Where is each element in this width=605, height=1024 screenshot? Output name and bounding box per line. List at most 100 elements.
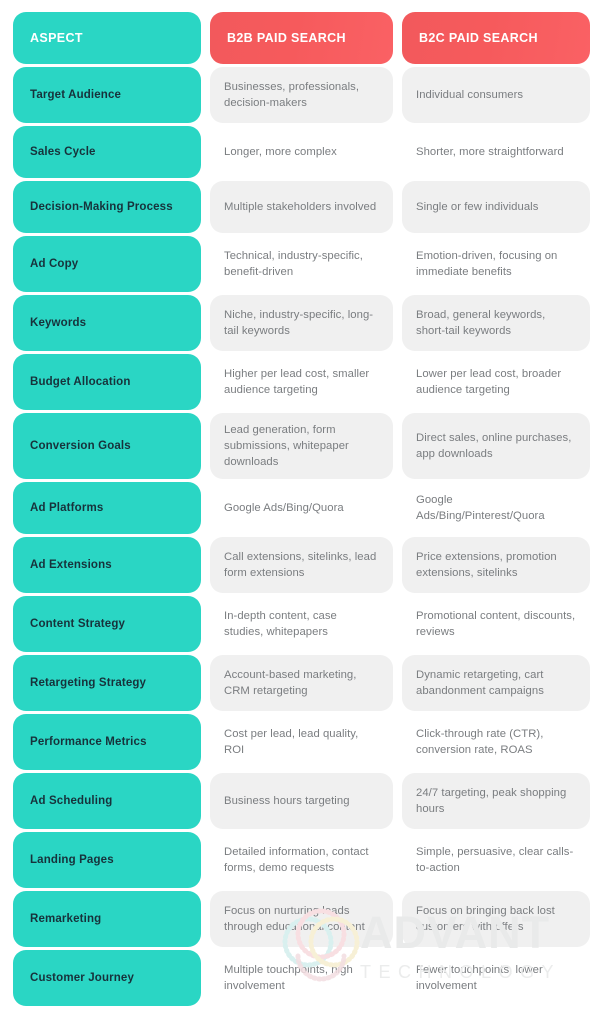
table-row: Sales Cycle Longer, more complex Shorter… [13, 126, 592, 178]
row-b2b-label: Detailed information, contact forms, dem… [224, 846, 369, 874]
table-row: Performance Metrics Cost per lead, lead … [13, 714, 592, 770]
row-b2c-cell: Promotional content, discounts, reviews [402, 596, 590, 652]
row-b2c-cell: Fewer touchpoints, lower involvement [402, 950, 590, 1006]
row-aspect-cell: Customer Journey [13, 950, 201, 1006]
row-b2b-cell: In-depth content, case studies, whitepap… [210, 596, 393, 652]
table-row: Retargeting Strategy Account-based marke… [13, 655, 592, 711]
row-b2b-label: Call extensions, sitelinks, lead form ex… [224, 551, 377, 579]
row-b2c-label: Lower per lead cost, broader audience ta… [416, 368, 562, 396]
row-aspect-label: Target Audience [30, 88, 122, 101]
row-aspect-cell: Ad Extensions [13, 537, 201, 593]
row-b2b-label: Longer, more complex [224, 146, 337, 158]
row-aspect-cell: Sales Cycle [13, 126, 201, 178]
row-b2b-cell: Account-based marketing, CRM retargeting [210, 655, 393, 711]
row-b2b-label: Higher per lead cost, smaller audience t… [224, 368, 370, 396]
row-b2b-cell: Multiple touchpoints, high involvement [210, 950, 393, 1006]
row-aspect-label: Ad Platforms [30, 501, 104, 514]
row-b2c-cell: 24/7 targeting, peak shopping hours [402, 773, 590, 829]
row-aspect-cell: Keywords [13, 295, 201, 351]
table-header-row: ASPECT B2B PAID SEARCH B2C PAID SEARCH [13, 12, 592, 64]
row-aspect-cell: Ad Copy [13, 236, 201, 292]
row-b2b-cell: Business hours targeting [210, 773, 393, 829]
row-b2c-label: Shorter, more straightforward [416, 146, 564, 158]
row-b2c-cell: Simple, persuasive, clear calls-to-actio… [402, 832, 590, 888]
row-b2c-cell: Focus on bringing back lost customers wi… [402, 891, 590, 947]
row-b2b-cell: Cost per lead, lead quality, ROI [210, 714, 393, 770]
row-aspect-cell: Landing Pages [13, 832, 201, 888]
table-row: Budget Allocation Higher per lead cost, … [13, 354, 592, 410]
row-aspect-label: Remarketing [30, 912, 102, 925]
table-row: Ad Scheduling Business hours targeting 2… [13, 773, 592, 829]
row-b2b-cell: Businesses, professionals, decision-make… [210, 67, 393, 123]
row-aspect-label: Sales Cycle [30, 145, 96, 158]
row-b2c-cell: Google Ads/Bing/Pinterest/Quora [402, 482, 590, 534]
row-b2c-cell: Direct sales, online purchases, app down… [402, 413, 590, 479]
row-aspect-cell: Ad Scheduling [13, 773, 201, 829]
table-row: Decision-Making Process Multiple stakeho… [13, 181, 592, 233]
row-aspect-label: Conversion Goals [30, 439, 131, 452]
table-row: Keywords Niche, industry-specific, long-… [13, 295, 592, 351]
row-b2b-cell: Focus on nurturing leads through educati… [210, 891, 393, 947]
column-header-b2b-label: B2B PAID SEARCH [227, 30, 346, 45]
row-aspect-label: Ad Scheduling [30, 794, 113, 807]
column-header-b2c: B2C PAID SEARCH [402, 12, 590, 64]
row-b2b-label: Multiple touchpoints, high involvement [224, 964, 353, 992]
row-b2b-label: Technical, industry-specific, benefit-dr… [224, 250, 363, 278]
row-b2b-label: Focus on nurturing leads through educati… [224, 905, 365, 933]
row-b2b-label: Niche, industry-specific, long-tail keyw… [224, 309, 374, 337]
row-aspect-label: Performance Metrics [30, 735, 147, 748]
row-aspect-label: Customer Journey [30, 971, 135, 984]
row-b2c-label: Focus on bringing back lost customers wi… [416, 905, 555, 933]
row-b2c-label: Single or few individuals [416, 201, 539, 213]
row-b2c-label: Dynamic retargeting, cart abandonment ca… [416, 669, 544, 697]
row-b2b-label: In-depth content, case studies, whitepap… [224, 610, 337, 638]
table-row: Landing Pages Detailed information, cont… [13, 832, 592, 888]
row-aspect-label: Decision-Making Process [30, 200, 173, 213]
row-aspect-cell: Conversion Goals [13, 413, 201, 479]
row-aspect-label: Content Strategy [30, 617, 126, 630]
row-b2c-cell: Individual consumers [402, 67, 590, 123]
row-b2b-label: Business hours targeting [224, 795, 350, 807]
row-b2b-cell: Longer, more complex [210, 126, 393, 178]
table-row: Customer Journey Multiple touchpoints, h… [13, 950, 592, 1006]
row-b2b-label: Account-based marketing, CRM retargeting [224, 669, 357, 697]
row-b2c-label: Click-through rate (CTR), conversion rat… [416, 728, 544, 756]
row-b2c-label: Emotion-driven, focusing on immediate be… [416, 250, 558, 278]
row-aspect-label: Landing Pages [30, 853, 114, 866]
row-b2b-cell: Detailed information, contact forms, dem… [210, 832, 393, 888]
row-b2b-label: Businesses, professionals, decision-make… [224, 81, 360, 109]
table-row: Remarketing Focus on nurturing leads thr… [13, 891, 592, 947]
table-row: Content Strategy In-depth content, case … [13, 596, 592, 652]
row-aspect-label: Ad Copy [30, 257, 79, 270]
table-row: Target Audience Businesses, professional… [13, 67, 592, 123]
row-aspect-label: Keywords [30, 316, 87, 329]
row-aspect-cell: Retargeting Strategy [13, 655, 201, 711]
row-aspect-label: Retargeting Strategy [30, 676, 147, 689]
row-b2b-cell: Multiple stakeholders involved [210, 181, 393, 233]
row-b2c-cell: Lower per lead cost, broader audience ta… [402, 354, 590, 410]
row-b2c-cell: Click-through rate (CTR), conversion rat… [402, 714, 590, 770]
row-aspect-label: Budget Allocation [30, 375, 131, 388]
row-b2c-cell: Single or few individuals [402, 181, 590, 233]
row-b2c-label: Broad, general keywords, short-tail keyw… [416, 309, 546, 337]
column-header-b2b: B2B PAID SEARCH [210, 12, 393, 64]
row-b2c-cell: Dynamic retargeting, cart abandonment ca… [402, 655, 590, 711]
row-b2c-label: Price extensions, promotion extensions, … [416, 551, 557, 579]
row-b2c-cell: Emotion-driven, focusing on immediate be… [402, 236, 590, 292]
row-aspect-cell: Content Strategy [13, 596, 201, 652]
row-b2b-cell: Call extensions, sitelinks, lead form ex… [210, 537, 393, 593]
row-aspect-cell: Target Audience [13, 67, 201, 123]
row-b2c-label: Fewer touchpoints, lower involvement [416, 964, 543, 992]
row-aspect-cell: Performance Metrics [13, 714, 201, 770]
row-b2c-cell: Broad, general keywords, short-tail keyw… [402, 295, 590, 351]
column-header-aspect-label: ASPECT [30, 30, 83, 45]
table-row: Conversion Goals Lead generation, form s… [13, 413, 592, 479]
table-row: Ad Copy Technical, industry-specific, be… [13, 236, 592, 292]
row-b2b-cell: Lead generation, form submissions, white… [210, 413, 393, 479]
table-row: Ad Platforms Google Ads/Bing/Quora Googl… [13, 482, 592, 534]
row-b2b-label: Multiple stakeholders involved [224, 201, 377, 213]
row-aspect-label: Ad Extensions [30, 558, 112, 571]
row-aspect-cell: Remarketing [13, 891, 201, 947]
table-row: Ad Extensions Call extensions, sitelinks… [13, 537, 592, 593]
